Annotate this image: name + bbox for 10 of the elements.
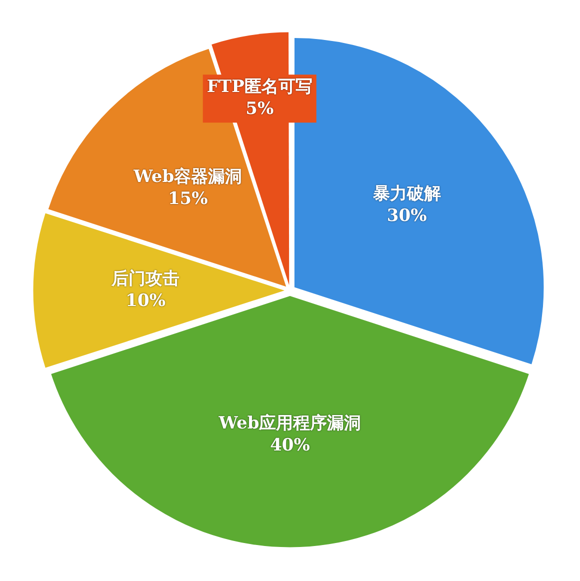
data-label: 15% xyxy=(168,188,208,209)
slice-label: Web容器漏洞 xyxy=(132,166,242,187)
data-label: 30% xyxy=(386,206,427,226)
data-label: 40% xyxy=(270,435,310,456)
slice-label: 后门攻击 xyxy=(110,268,180,289)
slice-label: FTP匿名可写 xyxy=(206,77,312,98)
data-label: 10% xyxy=(126,290,166,311)
slice-label: Web应用程序漏洞 xyxy=(218,413,362,434)
data-label: 5% xyxy=(246,99,274,120)
slice-label: 暴力破解 xyxy=(372,184,441,204)
